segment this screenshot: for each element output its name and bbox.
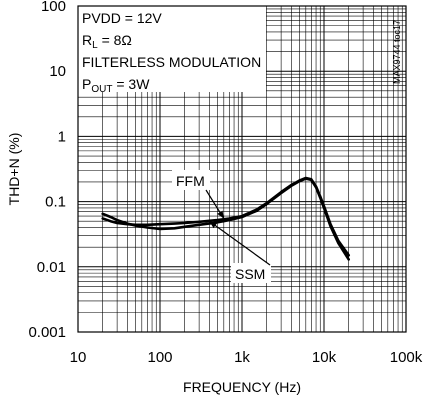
- series-layer: [101, 176, 351, 261]
- ssm-label: SSM: [235, 266, 265, 282]
- x-tick-label: 1k: [234, 349, 250, 366]
- x-axis-title: FREQUENCY (Hz): [183, 379, 301, 395]
- condition-rl-value: = 8Ω: [98, 32, 132, 48]
- y-tick-labels: 0.001 0.01 0.1 1 10 100: [28, 0, 66, 341]
- y-tick-label: 100: [41, 0, 66, 15]
- ffm-label-bg: [172, 170, 210, 190]
- y-tick-label: 0.1: [45, 194, 66, 211]
- condition-modulation: FILTERLESS MODULATION: [82, 54, 261, 70]
- condition-rl: RL = 8Ω: [82, 32, 132, 51]
- condition-rl-main: R: [82, 32, 92, 48]
- series-line-ssm: [101, 177, 351, 261]
- series-line-ffm: [101, 176, 351, 257]
- condition-pout-value: = 3W: [112, 76, 150, 92]
- annotation-arrowhead-ssm: [209, 221, 218, 229]
- condition-pout-main: P: [82, 76, 91, 92]
- y-axis-title: THD+N (%): [6, 133, 22, 206]
- y-tick-label: 0.001: [28, 324, 66, 341]
- annotation-pointer-ssm: [209, 220, 271, 266]
- plot-frame: [77, 5, 407, 333]
- conditions-box: [78, 6, 266, 92]
- x-tick-label: 100k: [390, 349, 423, 366]
- x-tick-labels: 10 100 1k 10k 100k: [70, 349, 423, 366]
- pointer-layer: [205, 189, 271, 266]
- x-tick-label: 10k: [312, 349, 337, 366]
- ssm-label-bg: [231, 263, 271, 283]
- side-label: MAX9744 toc17: [392, 20, 402, 84]
- y-tick-label: 1: [58, 128, 66, 145]
- condition-rl-sub: L: [92, 40, 98, 51]
- condition-pout: POUT = 3W: [82, 76, 150, 95]
- y-tick-label: 10: [49, 63, 66, 80]
- y-tick-label: 0.01: [37, 259, 66, 276]
- x-tick-label: 10: [70, 349, 87, 366]
- ffm-label: FFM: [176, 173, 205, 189]
- condition-pout-sub: OUT: [91, 84, 112, 95]
- x-tick-label: 100: [147, 349, 172, 366]
- annotation-arrowhead-ffm: [217, 210, 224, 219]
- condition-pvdd: PVDD = 12V: [82, 10, 162, 26]
